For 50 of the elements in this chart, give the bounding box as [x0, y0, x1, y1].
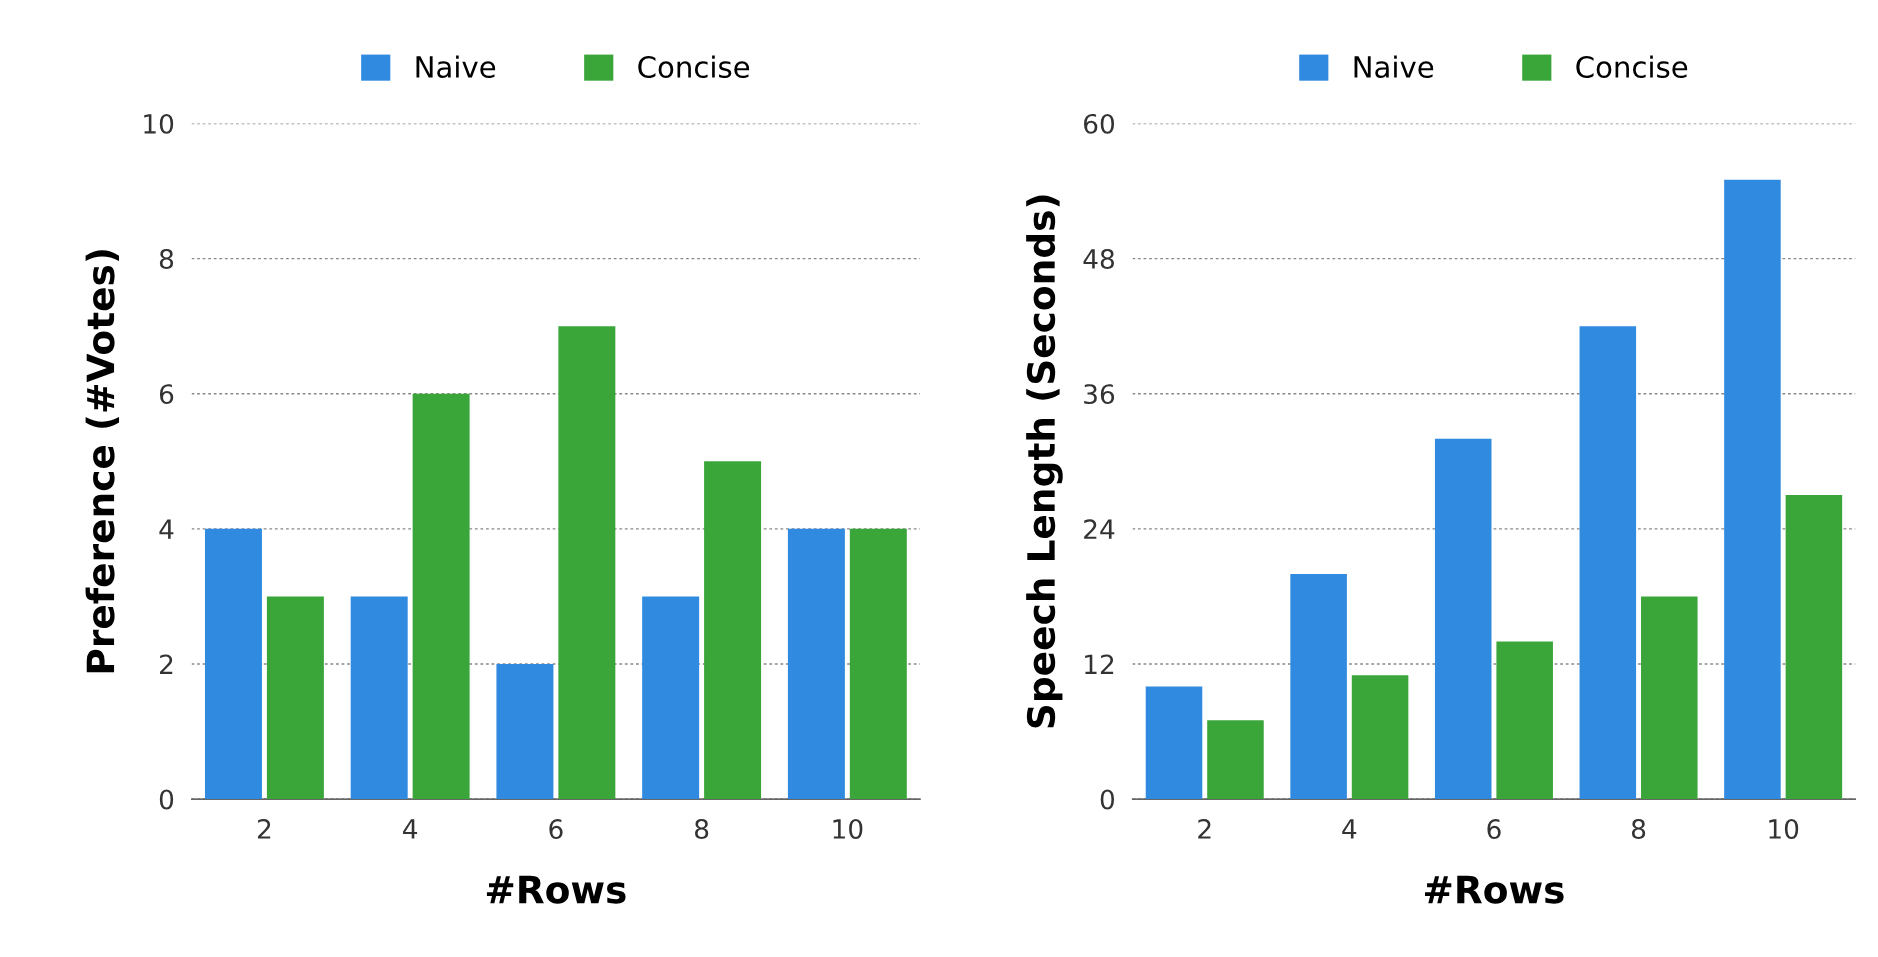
bar	[787, 528, 845, 800]
bar	[204, 528, 262, 800]
bar	[1351, 675, 1409, 800]
legend-label: Naive	[1354, 55, 1434, 79]
y-axis-title: Speech Length (Seconds)	[1026, 195, 1063, 728]
bar	[1496, 641, 1553, 800]
x-tick-label: 4	[1342, 819, 1357, 839]
x-tick-label: 6	[549, 819, 563, 839]
x-tick-label: 2	[257, 819, 271, 839]
x-tick-label: 10	[833, 819, 863, 839]
y-tick-label: 4	[159, 519, 174, 539]
bar	[1207, 720, 1264, 800]
x-tick-label: 6	[1487, 819, 1501, 839]
bar	[1785, 495, 1843, 800]
bar	[350, 596, 408, 800]
y-axis-title: Preference (#Votes)	[85, 250, 120, 673]
x-tick-label: 8	[695, 819, 709, 839]
bar	[496, 663, 554, 800]
y-tick-label: 8	[159, 249, 174, 269]
legend-label: Concise	[1576, 55, 1688, 79]
bar	[642, 596, 700, 800]
y-tick-label: 0	[159, 789, 174, 810]
bar	[704, 461, 762, 800]
bar	[558, 326, 616, 800]
bar	[1641, 596, 1698, 800]
y-tick-label: 6	[159, 384, 174, 405]
legend-label: Concise	[638, 55, 750, 79]
bar	[1434, 438, 1492, 800]
x-tick-label: 10	[1769, 819, 1799, 839]
x-tick-label: 8	[1631, 819, 1646, 839]
bar	[412, 393, 470, 800]
legend-label: Naive	[416, 55, 496, 79]
x-tick-label: 4	[403, 819, 418, 839]
x-axis-title: #Rows	[1424, 875, 1564, 904]
y-tick-label: 10	[144, 113, 174, 134]
y-tick-label: 36	[1084, 384, 1115, 405]
x-axis-title: #Rows	[486, 875, 626, 904]
bar	[266, 596, 324, 800]
bar	[1145, 686, 1203, 800]
bar	[1724, 179, 1781, 800]
y-tick-label: 24	[1084, 519, 1115, 539]
y-tick-label: 12	[1085, 654, 1114, 674]
bar	[1579, 326, 1637, 800]
y-tick-label: 0	[1100, 789, 1115, 810]
bar	[849, 528, 907, 800]
y-tick-label: 60	[1084, 113, 1115, 134]
y-tick-label: 48	[1083, 249, 1114, 269]
bar	[1290, 573, 1347, 800]
x-tick-label: 2	[1198, 819, 1211, 839]
y-tick-label: 2	[160, 654, 173, 674]
